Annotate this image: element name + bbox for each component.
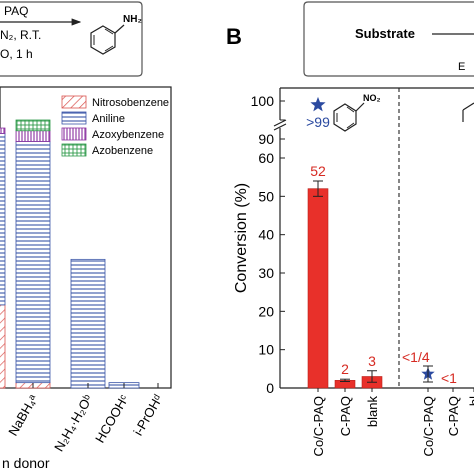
right-x-tick-label-2: bl bbox=[467, 396, 474, 406]
right-x-tick-label-0: Co/C-PAQ bbox=[421, 396, 436, 456]
x-tick-label-a-1: NaBH₄ᵃ bbox=[5, 392, 40, 438]
y-tick-label-b-40: 40 bbox=[258, 227, 274, 243]
product-label: NH₂ bbox=[123, 14, 142, 25]
y-tick-label-b-10: 10 bbox=[258, 342, 274, 358]
data-label-b-0: 52 bbox=[310, 163, 326, 179]
x-tick-label-b-2: blank bbox=[365, 396, 380, 428]
right-region-marks: Co/C-PAQ C-PAQ bl bbox=[421, 365, 474, 456]
y-axis-title-b: Conversion (%) bbox=[233, 183, 250, 293]
bar-a-aniline-0 bbox=[0, 132, 6, 306]
y-tick-label-b-30: 30 bbox=[258, 265, 274, 281]
legend-label-azobenzene: Azobenzene bbox=[92, 145, 153, 157]
scheme-box-b bbox=[303, 1, 474, 77]
bar-a-azoxybenzene-0 bbox=[0, 127, 6, 134]
reaction-scheme-b: Substrate E bbox=[303, 1, 474, 77]
y-tick-label-b-20: 20 bbox=[258, 303, 274, 319]
right-star-label: <1/4 bbox=[402, 349, 430, 365]
scheme-line-3: O, 1 h bbox=[0, 47, 33, 61]
header-sub: E bbox=[458, 61, 465, 73]
scheme-box bbox=[0, 1, 143, 77]
right-region: <1/4 <1 bbox=[402, 102, 474, 386]
nitrobenzene-structure-icon bbox=[333, 102, 365, 132]
panel-a: PAQ N₂, R.T. O, 1 h NH₂ ₃NaBH₄ᵃN₂H₄·H₂Oᵇ… bbox=[0, 1, 172, 471]
x-tick-label-b-1: C-PAQ bbox=[338, 396, 353, 436]
star-marker-b bbox=[310, 96, 326, 112]
plot-a-bars bbox=[0, 119, 140, 389]
panel-letter-b: B bbox=[226, 24, 242, 49]
scheme-line-1: PAQ bbox=[4, 4, 28, 18]
x-tick-label-a-2: N₂H₄·H₂Oᵇ bbox=[51, 392, 95, 454]
y-tick-label-b-100: 100 bbox=[251, 93, 275, 109]
axis-break-marks bbox=[273, 119, 287, 131]
legend-label-nitrosobenzene: Nitrosobenzene bbox=[92, 97, 169, 109]
y-tick-label-b-90: 90 bbox=[258, 131, 274, 147]
legend-swatch-azoxybenzene bbox=[61, 127, 87, 141]
bar-a-nitrosobenzene-0 bbox=[0, 304, 6, 389]
legend-swatch-azobenzene bbox=[61, 143, 87, 157]
legend-swatch-aniline bbox=[61, 111, 87, 125]
bar-a-aniline-1 bbox=[15, 141, 51, 384]
substituent-label: NO₂ bbox=[363, 93, 381, 103]
right-structure-fragment-icon bbox=[462, 102, 474, 111]
legend-label-azoxybenzene: Azoxybenzene bbox=[92, 129, 164, 141]
right-bar-label: <1 bbox=[441, 370, 457, 386]
y-tick-label-b-50: 50 bbox=[258, 188, 274, 204]
legend-a: Nitrosobenzene Aniline Azoxybenzene Azob… bbox=[61, 95, 169, 157]
scheme-line-2: N₂, R.T. bbox=[0, 28, 41, 42]
header-substrate: Substrate bbox=[355, 26, 415, 41]
legend-label-aniline: Aniline bbox=[92, 113, 125, 125]
reaction-scheme-a: PAQ N₂, R.T. O, 1 h NH₂ bbox=[0, 1, 143, 77]
bar-a-azoxybenzene-1 bbox=[15, 130, 51, 142]
x-tick-label-a-4: i-PrOHᵈ bbox=[130, 392, 165, 438]
data-label-b-2: 3 bbox=[368, 353, 376, 369]
bar-b-0 bbox=[307, 188, 329, 389]
bar-a-azobenzene-1 bbox=[15, 119, 51, 132]
x-tick-label-b-0: Co/C-PAQ bbox=[311, 396, 326, 456]
star-label-b: >99 bbox=[306, 114, 330, 130]
legend-swatch-nitrosobenzene bbox=[61, 95, 87, 109]
aniline-structure-icon bbox=[90, 24, 125, 55]
x-axis-title-a: n donor bbox=[2, 455, 50, 471]
x-tick-label-a-3: HCOOHᶜ bbox=[92, 392, 132, 446]
y-tick-label-b-0: 0 bbox=[266, 380, 274, 396]
right-x-tick-label-1: C-PAQ bbox=[446, 396, 461, 436]
data-label-b-1: 2 bbox=[341, 361, 349, 377]
plot-b-bars: 52 Co/C-PAQ 2 C-PAQ 3 blank >99 bbox=[306, 96, 383, 456]
y-tick-label-b-60: 60 bbox=[258, 150, 274, 166]
bar-a-aniline-2 bbox=[70, 258, 106, 389]
